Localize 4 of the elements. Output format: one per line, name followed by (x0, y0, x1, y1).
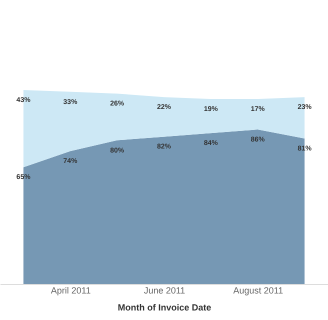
x-tick-label: August 2011 (233, 286, 284, 296)
x-axis-title: Month of Invoice Date (118, 302, 212, 312)
x-tick-label: June 2011 (144, 286, 186, 296)
x-tick-label: April 2011 (50, 286, 91, 296)
